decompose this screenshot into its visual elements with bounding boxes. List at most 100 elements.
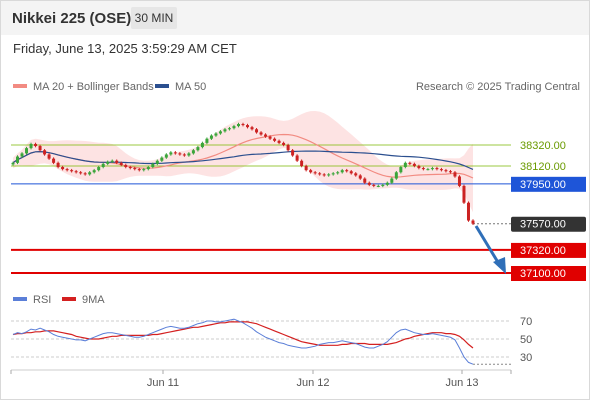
candle-body <box>133 168 137 170</box>
candle-body <box>52 158 56 163</box>
candle-body <box>223 129 227 132</box>
level-lines <box>11 144 511 274</box>
candle-body <box>439 169 443 171</box>
candle-body <box>110 160 114 162</box>
candle-body <box>241 124 245 126</box>
candle-body <box>291 150 295 156</box>
candle-body <box>187 153 191 156</box>
candle-body <box>426 169 430 171</box>
last-price-label: 37570.00 <box>520 219 566 231</box>
candle-body <box>430 168 434 170</box>
candle-body <box>173 152 177 154</box>
candle-body <box>178 153 182 155</box>
candle-body <box>97 167 101 171</box>
last-price-box <box>511 216 586 232</box>
candle-body <box>286 145 290 151</box>
ma20-legend-swatch <box>13 84 27 88</box>
candle-body <box>115 160 119 163</box>
candle-body <box>79 172 83 174</box>
candle-body <box>282 142 286 145</box>
candle-body <box>106 161 110 164</box>
candle-body <box>218 131 222 134</box>
candle-body <box>34 143 38 147</box>
rsi-tick-label: 50 <box>520 334 532 346</box>
candle-body <box>191 150 195 154</box>
candle-body <box>336 172 340 174</box>
candle-body <box>372 184 376 186</box>
candle-body <box>83 173 87 175</box>
candle-body <box>11 162 15 165</box>
candle-body <box>354 173 358 176</box>
candle-body <box>56 162 60 168</box>
candle-body <box>376 185 380 187</box>
candle-body <box>367 182 371 185</box>
candle-body <box>124 164 128 168</box>
candle-body <box>47 154 51 159</box>
x-tick-label: Jun 13 <box>445 377 478 389</box>
rsi-legend-swatch <box>13 297 27 301</box>
candle-body <box>264 134 268 137</box>
x-tick-label: Jun 12 <box>296 377 329 389</box>
instrument-title: Nikkei 225 (OSE) <box>12 10 132 27</box>
candles <box>11 122 475 225</box>
candle-body <box>399 167 403 173</box>
candle-body <box>345 170 349 172</box>
bollinger-band <box>13 111 473 213</box>
rsi-legend-label: RSI <box>33 294 51 306</box>
candle-body <box>182 154 186 156</box>
pivot-label: 37950.00 <box>520 179 566 191</box>
candle-body <box>65 169 69 171</box>
candle-body <box>38 146 42 151</box>
candle-body <box>146 167 150 170</box>
candle-body <box>385 182 389 185</box>
candle-body <box>16 156 20 163</box>
candle-body <box>236 124 240 127</box>
candle-body <box>20 153 24 157</box>
candle-body <box>462 185 466 203</box>
candle-body <box>417 165 421 169</box>
candle-body <box>421 168 425 170</box>
candle-body <box>151 163 155 168</box>
candle-body <box>313 172 317 174</box>
candle-body <box>381 184 385 186</box>
candle-body <box>318 173 322 175</box>
rsi-tick-label: 30 <box>520 352 532 364</box>
candle-body <box>273 138 277 141</box>
candle-body <box>205 138 209 143</box>
support-label-box <box>511 242 586 258</box>
candle-body <box>164 154 168 158</box>
candle-body <box>394 172 398 179</box>
rsi-panel: 70 50 30 <box>11 316 532 365</box>
ma50-legend-label: MA 50 <box>175 81 206 93</box>
candle-body <box>88 172 92 175</box>
candle-body <box>412 163 416 166</box>
candle-body <box>128 167 132 169</box>
candle-body <box>200 142 204 148</box>
candle-body <box>259 132 263 135</box>
candle-body <box>25 148 29 154</box>
candle-body <box>466 202 470 221</box>
candle-body <box>295 155 299 161</box>
candle-body <box>155 160 159 164</box>
candle-body <box>322 174 326 176</box>
candle-body <box>457 176 461 186</box>
datetime-label: Friday, June 13, 2025 3:59:29 AM CET <box>13 41 237 56</box>
candle-body <box>43 150 47 155</box>
candle-body <box>142 169 146 171</box>
rsi-tick-label: 70 <box>520 316 532 328</box>
timeframe-button[interactable]: 30 MIN <box>131 7 177 29</box>
bollinger-band-area <box>13 111 473 213</box>
x-tick-label: Jun 11 <box>147 377 179 389</box>
candle-body <box>169 152 173 155</box>
support-label: 37100.00 <box>520 268 566 280</box>
level-labels: 38320.00 38120.00 37950.00 37570.00 37320.00… <box>511 140 586 281</box>
candle-body <box>300 160 304 166</box>
credit-label: Research © 2025 Trading Central <box>416 81 580 93</box>
candle-body <box>255 129 259 133</box>
candle-body <box>309 170 313 173</box>
candle-body <box>29 143 33 149</box>
resistance-label: 38320.00 <box>520 140 566 152</box>
ma9-legend-label: 9MA <box>82 294 105 306</box>
candle-body <box>340 170 344 173</box>
